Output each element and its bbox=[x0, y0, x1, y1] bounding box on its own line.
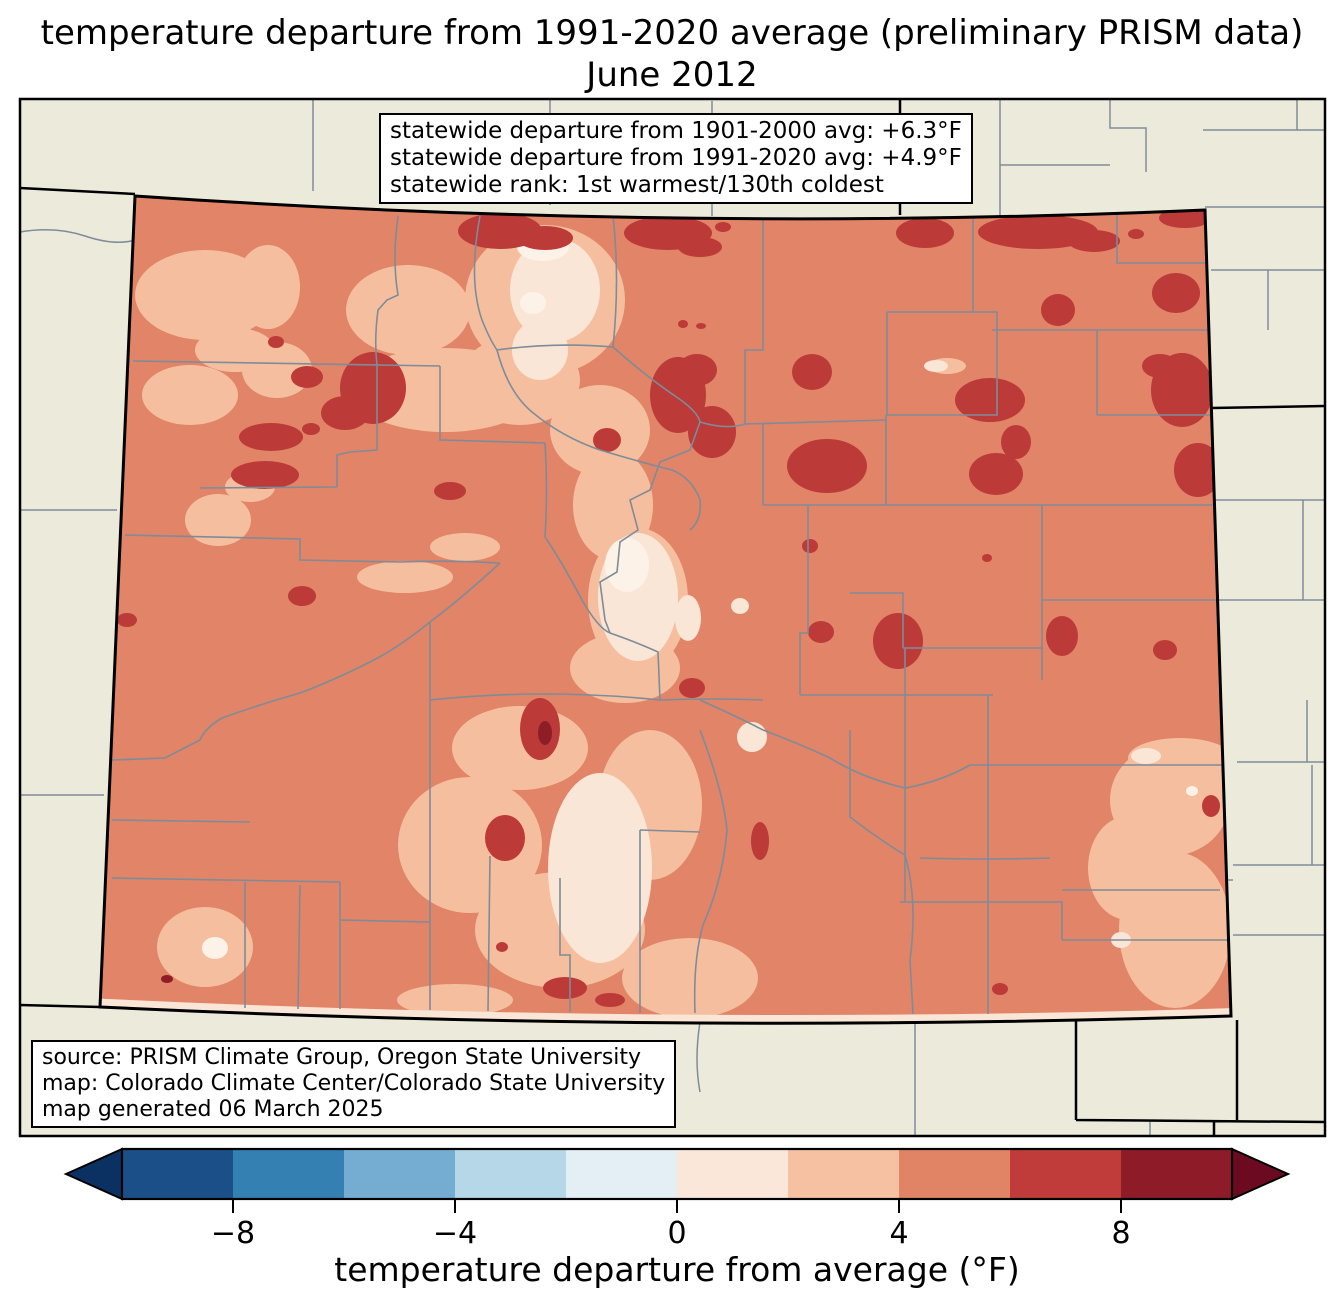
colorbar-tick-label-neg8: −8 bbox=[211, 1216, 255, 1251]
stats-line-1991-2020: statewide departure from 1991-2020 avg: … bbox=[390, 145, 962, 171]
colorado-county-lines bbox=[111, 214, 1230, 1015]
colorbar-segment-4 bbox=[455, 1149, 566, 1199]
colorbar-segment-10 bbox=[1121, 1149, 1232, 1199]
title-line-1: temperature departure from 1991-2020 ave… bbox=[40, 13, 1304, 53]
colorbar-tick-label-0: 0 bbox=[667, 1216, 686, 1251]
source-line-generated: map generated 06 March 2025 bbox=[42, 1097, 384, 1122]
colorbar-tick-label-4: 4 bbox=[889, 1216, 908, 1251]
colorbar-segment-1 bbox=[122, 1149, 233, 1199]
source-box: source: PRISM Climate Group, Oregon Stat… bbox=[31, 1040, 677, 1128]
colorbar-segment-8 bbox=[899, 1149, 1010, 1199]
colorbar: −8 −4 0 4 8 temperature departure from a… bbox=[63, 1147, 1291, 1289]
colorbar-segment-5 bbox=[566, 1149, 677, 1199]
colorbar-tick-label-8: 8 bbox=[1111, 1216, 1130, 1251]
colorbar-tick-marks bbox=[232, 1199, 1122, 1213]
statewide-stats-box: statewide departure from 1901-2000 avg: … bbox=[379, 113, 973, 204]
colorbar-tick-label-neg4: −4 bbox=[433, 1216, 477, 1251]
figure-title: temperature departure from 1991-2020 ave… bbox=[0, 12, 1344, 96]
colorbar-segment-9 bbox=[1010, 1149, 1121, 1199]
source-line-map: map: Colorado Climate Center/Colorado St… bbox=[42, 1071, 666, 1096]
colorbar-arrow-right bbox=[1231, 1147, 1291, 1201]
title-line-2: June 2012 bbox=[586, 55, 758, 95]
stats-line-rank: statewide rank: 1st warmest/130th coldes… bbox=[390, 172, 884, 198]
maroon-core-patches bbox=[161, 721, 552, 983]
colorbar-arrow-left bbox=[63, 1147, 123, 1201]
colorbar-axis-label: temperature departure from average (°F) bbox=[334, 1250, 1020, 1289]
colorbar-segment-3 bbox=[344, 1149, 455, 1199]
dark-red-anomaly-patches bbox=[117, 208, 1222, 1007]
colorbar-segment-2 bbox=[233, 1149, 344, 1199]
colorbar-segment-7 bbox=[788, 1149, 899, 1199]
source-line-source: source: PRISM Climate Group, Oregon Stat… bbox=[42, 1045, 642, 1070]
axes-frame bbox=[18, 97, 1327, 1138]
colorado-state-border bbox=[98, 194, 1233, 1025]
colorbar-segment-6 bbox=[677, 1149, 788, 1199]
stats-line-1901-2000: statewide departure from 1901-2000 avg: … bbox=[390, 118, 962, 144]
